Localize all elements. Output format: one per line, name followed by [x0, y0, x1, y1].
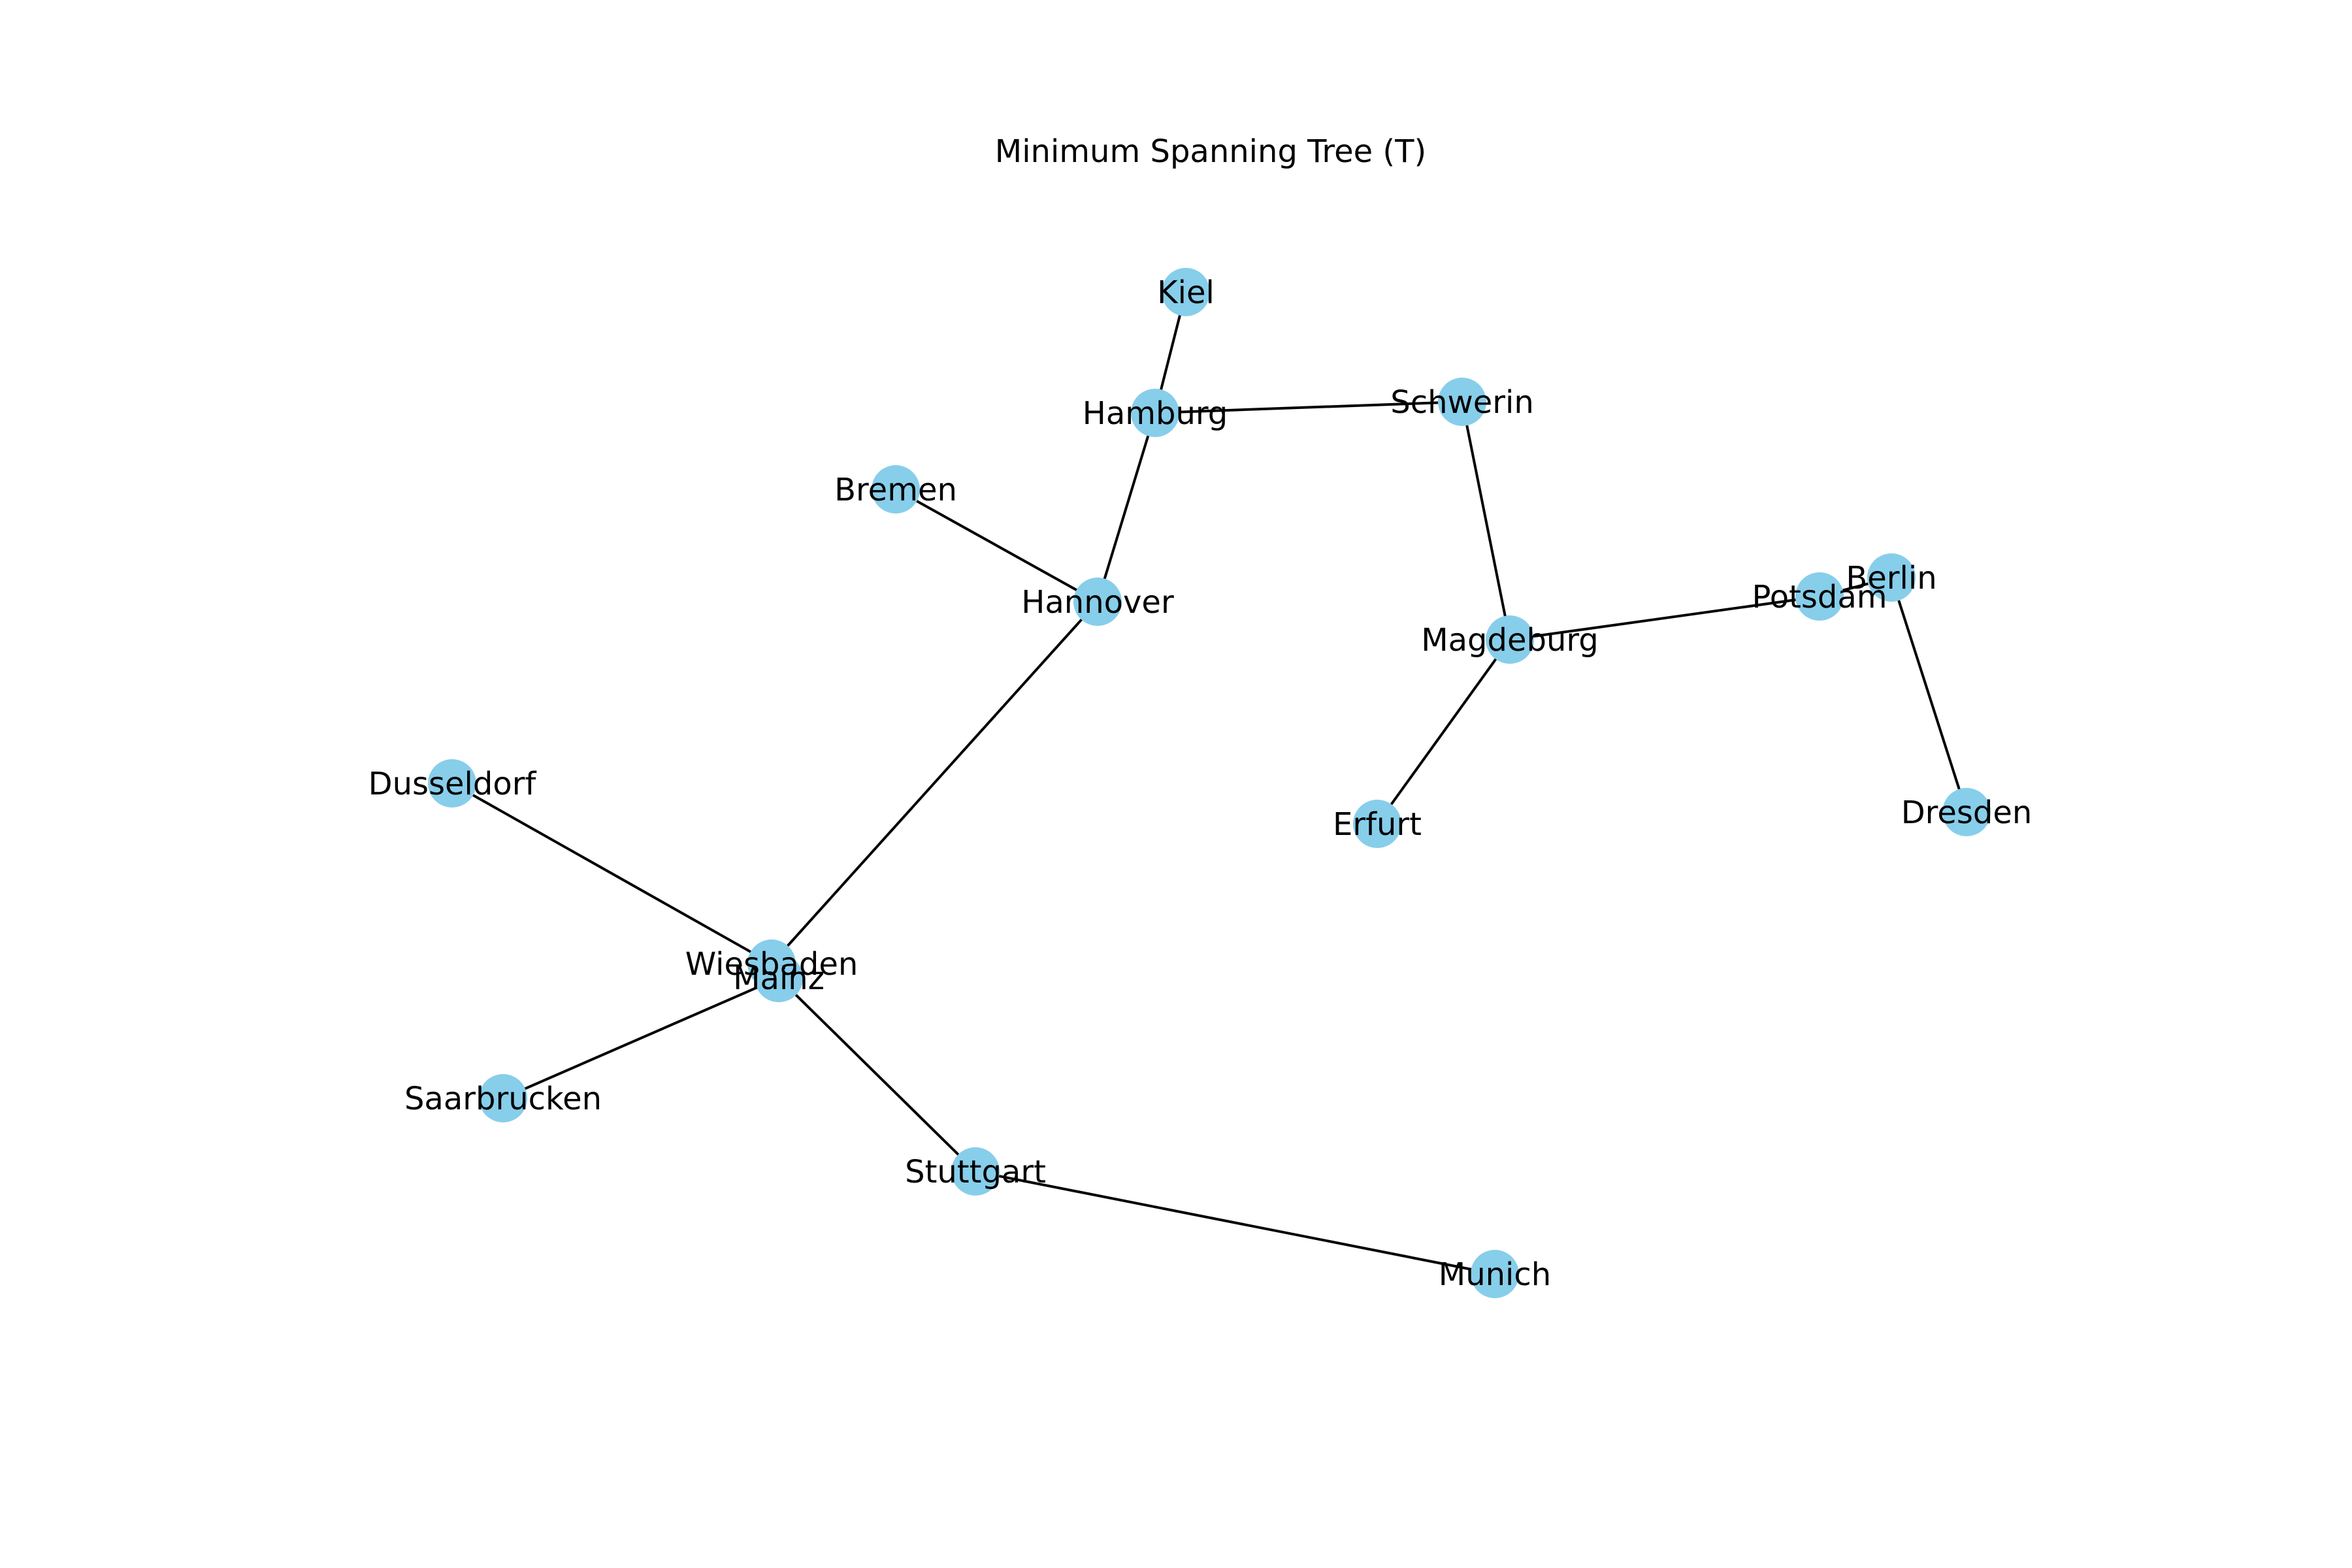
- node-stuttgart: [951, 1147, 1000, 1196]
- node-potsdam: [1795, 572, 1844, 621]
- node-bremen: [872, 465, 920, 514]
- edge-berlin-dresden: [1890, 577, 1968, 813]
- node-label-erfurt: Erfurt: [1333, 806, 1422, 843]
- node-erfurt: [1353, 800, 1401, 848]
- node-label-mainz: Mainz: [733, 960, 825, 997]
- node-label-wiesbaden: Wiesbaden: [685, 946, 858, 983]
- node-schwerin: [1438, 378, 1486, 426]
- node-label-dresden: Dresden: [1901, 794, 2033, 831]
- node-label-schwerin: Schwerin: [1390, 384, 1534, 421]
- edge-schwerin-magdeburg: [1461, 401, 1511, 640]
- edge-mainz-saarbrucken: [502, 977, 779, 1100]
- nodes-layer: [428, 268, 1991, 1298]
- node-dresden: [1942, 788, 1991, 836]
- edge-dusseldorf-wiesbaden: [451, 782, 772, 965]
- edge-magdeburg-potsdam: [1509, 595, 1820, 641]
- node-hannover: [1073, 578, 1122, 626]
- node-saarbrucken: [479, 1074, 527, 1122]
- edge-bremen-hannover: [895, 488, 1098, 603]
- node-dusseldorf: [428, 759, 476, 808]
- node-label-munich: Munich: [1439, 1256, 1551, 1293]
- node-berlin: [1867, 553, 1916, 602]
- edge-stuttgart-munich: [975, 1170, 1495, 1275]
- node-label-saarbrucken: Saarbrucken: [404, 1081, 602, 1117]
- node-kiel: [1162, 268, 1210, 316]
- node-label-berlin: Berlin: [1846, 560, 1936, 596]
- graph-title: Minimum Spanning Tree (T): [995, 133, 1426, 170]
- edge-hamburg-schwerin: [1154, 400, 1463, 414]
- node-label-dusseldorf: Dusseldorf: [368, 766, 537, 802]
- node-label-hannover: Hannover: [1021, 584, 1174, 621]
- node-label-hamburg: Hamburg: [1083, 395, 1228, 432]
- node-label-potsdam: Potsdam: [1752, 579, 1887, 615]
- node-label-magdeburg: Magdeburg: [1421, 622, 1599, 659]
- edge-magdeburg-erfurt: [1376, 638, 1511, 825]
- edge-mainz-stuttgart: [777, 977, 977, 1173]
- labels-layer: Kiel Hamburg Schwerin Bremen Hannover BerlinP…: [368, 274, 2033, 1293]
- node-hamburg: [1131, 389, 1179, 437]
- edge-hannover-wiesbaden: [770, 600, 1099, 965]
- node-wiesbaden: [747, 939, 796, 988]
- node-label-bremen: Bremen: [834, 472, 957, 508]
- node-label-kiel: Kiel: [1157, 274, 1215, 311]
- node-munich: [1471, 1250, 1519, 1298]
- node-label-stuttgart: Stuttgart: [905, 1154, 1046, 1190]
- edges-layer: [451, 291, 1968, 1275]
- edge-hamburg-hannover: [1096, 412, 1156, 602]
- node-magdeburg: [1486, 615, 1534, 664]
